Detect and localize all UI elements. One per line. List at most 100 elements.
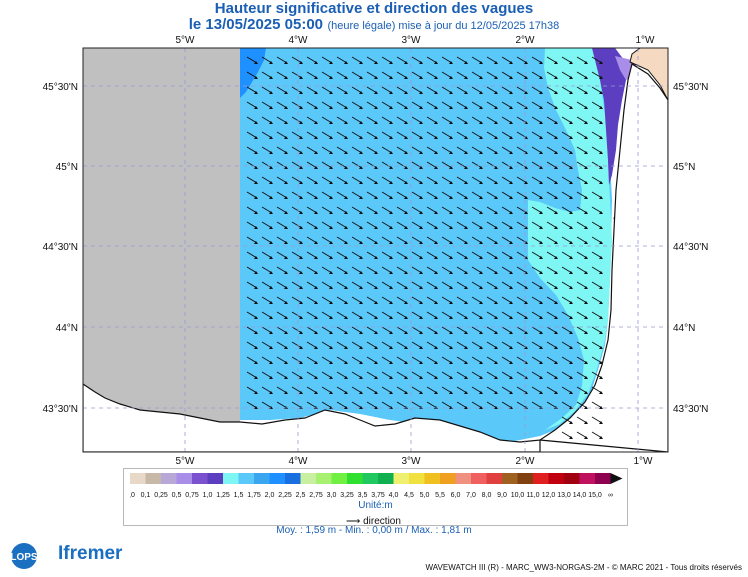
direction-arrow-head	[359, 226, 363, 229]
direction-arrow-head	[449, 196, 453, 199]
direction-arrow-head	[509, 391, 513, 394]
direction-arrow-head	[314, 241, 318, 244]
direction-arrow-head	[314, 151, 318, 154]
direction-arrow-head	[329, 91, 333, 94]
direction-arrow-head	[269, 106, 273, 109]
direction-arrow-head	[344, 226, 348, 229]
direction-arrow-head	[554, 271, 558, 274]
direction-arrow-head	[314, 136, 318, 139]
direction-arrow-head	[449, 76, 453, 79]
direction-arrow	[246, 131, 258, 139]
direction-arrow	[246, 116, 258, 124]
direction-arrow-head	[329, 181, 333, 184]
direction-arrow	[531, 251, 543, 259]
direction-arrow-head	[299, 241, 303, 244]
direction-arrow-head	[254, 211, 258, 214]
scale-swatch	[564, 473, 580, 484]
direction-arrow-head	[434, 166, 438, 169]
direction-arrow-head	[329, 211, 333, 214]
direction-arrow-head	[404, 166, 408, 169]
direction-arrow-head	[419, 256, 423, 259]
direction-arrow-head	[584, 241, 588, 244]
direction-arrow-head	[479, 391, 483, 394]
direction-arrow	[531, 56, 543, 64]
direction-arrow-head	[374, 376, 378, 379]
direction-arrow-head	[599, 196, 603, 199]
scale-value-label: 11,0	[526, 492, 539, 499]
direction-arrow-head	[299, 301, 303, 304]
direction-arrow-head	[449, 361, 453, 364]
direction-arrow	[546, 161, 558, 169]
direction-arrow-head	[359, 391, 363, 394]
direction-arrow-head	[374, 271, 378, 274]
direction-arrow	[591, 71, 603, 79]
direction-arrow-head	[284, 76, 288, 79]
direction-arrow-head	[419, 181, 423, 184]
direction-arrow-head	[404, 301, 408, 304]
direction-arrow-head	[569, 436, 573, 439]
direction-arrow-head	[269, 391, 273, 394]
svg-text:44°N: 44°N	[673, 323, 695, 334]
direction-arrow-head	[344, 361, 348, 364]
scale-swatch	[579, 473, 595, 484]
coast-line	[538, 63, 668, 452]
direction-arrow-head	[569, 91, 573, 94]
direction-arrow-head	[569, 316, 573, 319]
direction-arrow-head	[494, 361, 498, 364]
direction-arrow	[246, 281, 258, 289]
direction-arrow	[591, 116, 603, 124]
direction-arrow-head	[434, 256, 438, 259]
scale-swatch	[409, 473, 425, 484]
direction-arrow-head	[554, 166, 558, 169]
direction-arrow	[576, 146, 588, 154]
direction-arrow-head	[374, 91, 378, 94]
direction-arrow-head	[359, 271, 363, 274]
direction-arrow-head	[449, 376, 453, 379]
direction-arrow	[561, 386, 573, 394]
direction-arrow-head	[464, 226, 468, 229]
direction-arrow-head	[314, 331, 318, 334]
direction-arrow-head	[509, 226, 513, 229]
direction-arrow	[576, 296, 588, 304]
direction-arrow-head	[569, 301, 573, 304]
direction-arrow	[246, 206, 258, 214]
direction-arrow	[531, 341, 543, 349]
direction-arrow-head	[449, 286, 453, 289]
direction-arrow-head	[524, 211, 528, 214]
direction-arrow	[561, 116, 573, 124]
direction-arrow-head	[269, 316, 273, 319]
direction-arrow-head	[344, 181, 348, 184]
direction-arrow-head	[539, 361, 543, 364]
direction-arrow-head	[269, 301, 273, 304]
direction-arrow-head	[374, 211, 378, 214]
direction-arrow-head	[569, 106, 573, 109]
direction-arrow-head	[344, 61, 348, 64]
direction-arrow	[591, 176, 603, 184]
direction-arrow-head	[509, 286, 513, 289]
direction-arrow	[246, 101, 258, 109]
direction-arrow-head	[599, 106, 603, 109]
direction-arrow-head	[314, 121, 318, 124]
direction-arrow-head	[359, 361, 363, 364]
direction-arrow-head	[599, 211, 603, 214]
direction-arrow-head	[599, 391, 603, 394]
direction-arrow-head	[464, 151, 468, 154]
direction-arrow-head	[314, 271, 318, 274]
direction-arrow-head	[419, 76, 423, 79]
direction-label: direction	[363, 516, 401, 527]
direction-arrow-head	[464, 61, 468, 64]
direction-arrow-head	[374, 316, 378, 319]
direction-arrow	[576, 161, 588, 169]
direction-arrow-head	[374, 136, 378, 139]
forecast-date: le 13/05/2025 05:00	[188, 16, 324, 33]
direction-arrow	[561, 191, 573, 199]
direction-arrow-head	[359, 286, 363, 289]
direction-arrow-head	[299, 211, 303, 214]
direction-arrow	[576, 56, 588, 64]
direction-arrow	[516, 56, 528, 64]
scale-value-label: 1,75	[247, 492, 261, 499]
scale-value-label: 5,5	[435, 492, 445, 499]
direction-arrow	[561, 416, 573, 424]
direction-arrow-head	[554, 106, 558, 109]
direction-arrow	[246, 386, 258, 394]
